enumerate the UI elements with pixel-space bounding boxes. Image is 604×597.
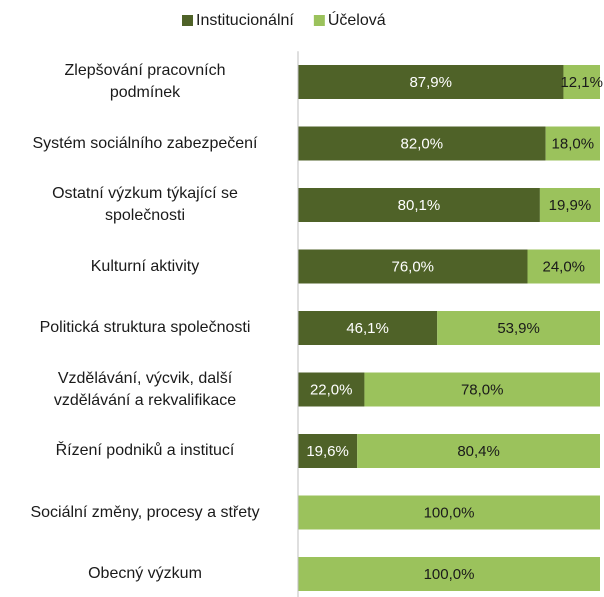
value-label: 100,0% — [424, 504, 475, 521]
bar-segment — [527, 249, 600, 284]
category-label: Kulturní aktivity — [90, 257, 200, 275]
category-label: Obecný výzkum — [88, 565, 202, 582]
bar-segment — [298, 65, 564, 99]
value-label: 87,9% — [409, 74, 452, 91]
value-label: 80,1% — [398, 197, 441, 214]
value-label: 24,0% — [542, 258, 585, 275]
bar-segment — [298, 126, 546, 161]
value-label: 76,0% — [391, 258, 434, 275]
value-label: 22,0% — [310, 381, 353, 398]
bar-segment — [298, 188, 540, 222]
bar-segment — [298, 557, 600, 591]
bar-segment — [298, 311, 438, 345]
bar-segment — [545, 126, 600, 161]
value-label: 82,0% — [401, 135, 444, 152]
value-label: 46,1% — [346, 320, 389, 337]
category-label: Politická struktura společnosti — [39, 319, 251, 336]
bar-segment — [364, 372, 600, 407]
value-label: 80,4% — [457, 443, 500, 460]
category-label: Řízení podniků a institucí — [55, 442, 235, 459]
bar-segment — [563, 65, 600, 99]
legend-label: Účelová — [328, 10, 386, 29]
legend-swatch — [313, 15, 325, 26]
value-label: 18,0% — [552, 135, 595, 152]
value-label: 78,0% — [461, 381, 504, 398]
legend-label: Institucionální — [196, 12, 294, 29]
value-label: 19,6% — [306, 443, 349, 460]
category-label: Vzdělávání, výcvik, další vzdělávání a r… — [53, 369, 237, 409]
category-label: Ostatní výzkum týkající se společnosti — [52, 185, 238, 224]
value-label: 12,1% — [560, 74, 603, 91]
bar-segment — [298, 434, 358, 468]
category-label: Systém sociálního zabezpečení — [32, 134, 258, 152]
value-label: 53,9% — [497, 320, 540, 337]
legend-swatch — [182, 15, 193, 26]
bar-segment — [298, 249, 528, 284]
bar-segment — [437, 311, 600, 345]
bar-segment — [357, 434, 600, 468]
bar-segment — [539, 188, 600, 222]
category-label: Sociální změny, procesy a střety — [30, 503, 260, 521]
value-label: 100,0% — [424, 566, 475, 583]
bar-segment — [298, 495, 600, 530]
category-label: Zlepšování pracovních podmínek — [64, 62, 226, 101]
value-label: 19,9% — [549, 197, 592, 214]
bar-segment — [298, 372, 365, 407]
